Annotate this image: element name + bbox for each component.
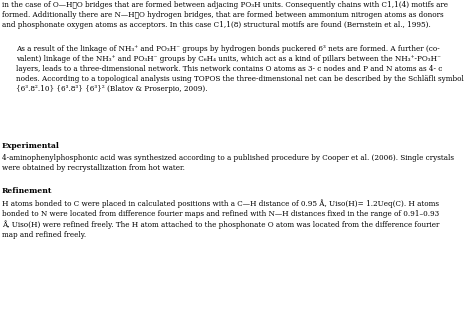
Text: 4-aminophenylphosphonic acid was synthesized according to a published procedure : 4-aminophenylphosphonic acid was synthes…: [2, 154, 454, 172]
Text: in the case of O—H⋯O bridges that are formed between adjacing PO₃H units. Conseq: in the case of O—H⋯O bridges that are fo…: [2, 1, 448, 29]
Text: H atoms bonded to C were placed in calculated positions with a C—H distance of 0: H atoms bonded to C were placed in calcu…: [2, 199, 439, 239]
Text: As a result of the linkage of NH₃⁺ and PO₃H⁻ groups by hydrogen bonds puckered 6: As a result of the linkage of NH₃⁺ and P…: [16, 45, 464, 93]
Text: Refinement: Refinement: [2, 187, 53, 195]
Text: Experimental: Experimental: [2, 142, 60, 150]
